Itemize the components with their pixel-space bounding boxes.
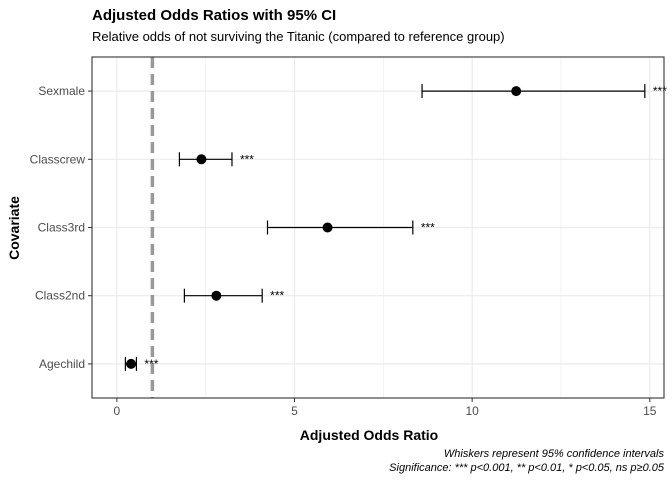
data-point-group: ***: [421, 84, 667, 99]
data-point-group: ***: [124, 356, 159, 371]
point-estimate: [126, 358, 137, 369]
data-marks: *** *** *** *** ***: [124, 84, 667, 371]
y-tick-label: Sexmale: [38, 84, 85, 98]
x-axis: 0 5 10 15: [114, 398, 657, 418]
significance-label: ***: [270, 289, 284, 303]
point-estimate: [322, 222, 333, 233]
chart-title: Adjusted Odds Ratios with 95% CI: [92, 7, 336, 24]
y-tick-label: Class2nd: [35, 289, 85, 303]
point-estimate: [196, 154, 207, 165]
caption-line-1: Whiskers represent 95% confidence interv…: [444, 448, 665, 460]
y-tick-label: Classcrew: [30, 152, 86, 166]
significance-label: ***: [421, 221, 435, 235]
data-point-group: ***: [178, 152, 254, 167]
caption-line-2: Significance: *** p<0.001, ** p<0.01, * …: [389, 462, 665, 474]
point-estimate: [511, 86, 522, 97]
x-tick-label: 0: [114, 404, 121, 418]
x-tick-label: 15: [643, 404, 657, 418]
significance-label: ***: [240, 152, 254, 166]
y-axis: Sexmale Classcrew Class3rd Class2nd Agechild: [30, 84, 92, 371]
significance-label: ***: [653, 84, 667, 98]
point-estimate: [211, 290, 222, 301]
data-point-group: ***: [266, 220, 435, 235]
y-axis-title: Covariate: [6, 196, 22, 260]
y-tick-label: Class3rd: [38, 221, 85, 235]
y-tick-label: Agechild: [39, 357, 85, 371]
x-tick-label: 10: [465, 404, 479, 418]
significance-label: ***: [144, 357, 158, 371]
data-point-group: ***: [183, 288, 285, 303]
chart-subtitle: Relative odds of not surviving the Titan…: [92, 29, 505, 44]
x-tick-label: 5: [291, 404, 298, 418]
x-axis-title: Adjusted Odds Ratio: [300, 427, 438, 443]
